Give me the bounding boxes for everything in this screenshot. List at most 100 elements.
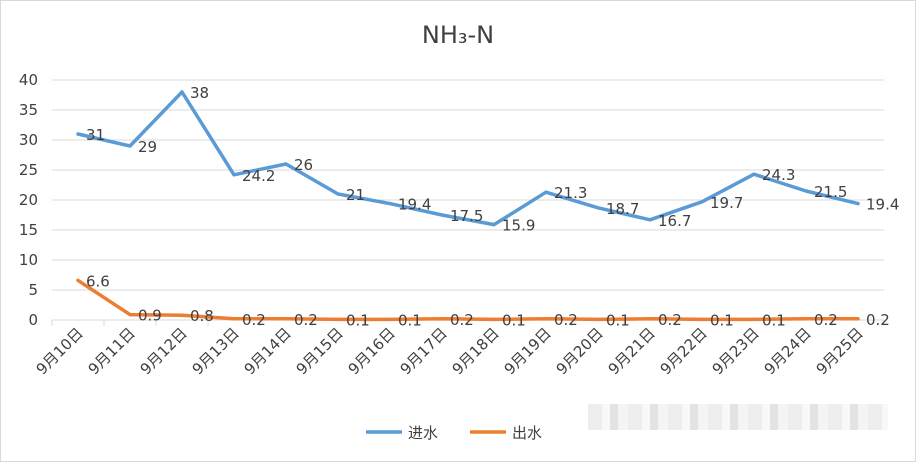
y-tick-label: 15 bbox=[19, 221, 38, 239]
data-label: 0.1 bbox=[398, 311, 422, 329]
data-point bbox=[284, 317, 288, 321]
gridlines bbox=[52, 79, 884, 321]
x-tick-label: 9月17日 bbox=[397, 324, 451, 378]
data-point bbox=[492, 317, 496, 321]
x-tick-label: 9月12日 bbox=[137, 324, 191, 378]
data-label: 0.1 bbox=[346, 311, 370, 329]
data-label: 0.2 bbox=[554, 311, 578, 329]
data-point bbox=[856, 317, 860, 321]
data-point bbox=[180, 90, 184, 94]
blurred-watermark bbox=[588, 404, 888, 430]
data-label: 0.1 bbox=[606, 311, 630, 329]
data-point bbox=[752, 317, 756, 321]
x-tick-label: 9月11日 bbox=[85, 324, 139, 378]
data-label: 24.2 bbox=[242, 167, 275, 185]
data-point bbox=[544, 190, 548, 194]
y-tick-label: 35 bbox=[19, 101, 38, 119]
data-label: 0.8 bbox=[190, 307, 214, 325]
data-label: 0.1 bbox=[710, 311, 734, 329]
data-point bbox=[180, 313, 184, 317]
data-label: 0.2 bbox=[294, 311, 318, 329]
series-line bbox=[76, 278, 860, 322]
x-tick-label: 9月10日 bbox=[33, 324, 87, 378]
x-tick-label: 9月14日 bbox=[241, 324, 295, 378]
data-point bbox=[388, 202, 392, 206]
data-point bbox=[856, 202, 860, 206]
data-label: 19.4 bbox=[866, 196, 899, 214]
data-point bbox=[128, 313, 132, 317]
data-label: 0.1 bbox=[502, 311, 526, 329]
data-label: 15.9 bbox=[502, 217, 535, 235]
x-tick-label: 9月22日 bbox=[657, 324, 711, 378]
data-label: 18.7 bbox=[606, 200, 639, 218]
data-label: 16.7 bbox=[658, 212, 691, 230]
data-label: 6.6 bbox=[86, 272, 110, 290]
data-label: 38 bbox=[190, 84, 209, 102]
y-tick-label: 25 bbox=[19, 161, 38, 179]
legend-label: 出水 bbox=[512, 424, 542, 442]
data-label: 0.2 bbox=[814, 311, 838, 329]
data-point bbox=[232, 317, 236, 321]
data-point bbox=[128, 144, 132, 148]
x-tick-label: 9月23日 bbox=[709, 324, 763, 378]
data-label: 29 bbox=[138, 138, 157, 156]
data-label: 0.2 bbox=[658, 311, 682, 329]
data-label: 0.2 bbox=[450, 311, 474, 329]
y-tick-label: 5 bbox=[28, 281, 38, 299]
data-label: 19.7 bbox=[710, 194, 743, 212]
data-point bbox=[336, 192, 340, 196]
x-tick-label: 9月21日 bbox=[605, 324, 659, 378]
data-point bbox=[700, 200, 704, 204]
chart-title: NH₃-N bbox=[422, 21, 494, 49]
data-point bbox=[492, 223, 496, 227]
data-label: 17.5 bbox=[450, 207, 483, 225]
data-point bbox=[648, 218, 652, 222]
x-tick-label: 9月20日 bbox=[553, 324, 607, 378]
x-tick-label: 9月15日 bbox=[293, 324, 347, 378]
series-lines bbox=[76, 90, 860, 322]
data-point bbox=[336, 317, 340, 321]
data-labels: 31 29 38 24.2 26 21 19.4 17.5 15.9 21.3 18.7 16.7 19… bbox=[86, 84, 899, 329]
data-point bbox=[76, 278, 80, 282]
data-point bbox=[388, 317, 392, 321]
data-label: 0.9 bbox=[138, 307, 162, 325]
data-point bbox=[804, 317, 808, 321]
data-label: 19.4 bbox=[398, 196, 431, 214]
series-line bbox=[76, 90, 860, 227]
data-point bbox=[284, 162, 288, 166]
data-point bbox=[596, 206, 600, 210]
data-point bbox=[752, 172, 756, 176]
data-point bbox=[596, 317, 600, 321]
data-point bbox=[544, 317, 548, 321]
data-point bbox=[700, 317, 704, 321]
data-point bbox=[648, 317, 652, 321]
x-tick-label: 9月19日 bbox=[501, 324, 555, 378]
y-tick-label: 10 bbox=[19, 251, 38, 269]
x-tick-label: 9月24日 bbox=[761, 324, 815, 378]
data-point bbox=[440, 213, 444, 217]
legend-label: 进水 bbox=[408, 424, 438, 442]
y-tick-label: 20 bbox=[19, 191, 38, 209]
data-point bbox=[804, 189, 808, 193]
y-tick-label: 30 bbox=[19, 131, 38, 149]
data-label: 0.2 bbox=[242, 311, 266, 329]
data-label: 24.3 bbox=[762, 166, 795, 184]
data-point bbox=[232, 173, 236, 177]
x-tick-label: 9月16日 bbox=[345, 324, 399, 378]
legend: 进水 出水 bbox=[366, 424, 542, 442]
x-tick-label: 9月13日 bbox=[189, 324, 243, 378]
y-tick-label: 40 bbox=[19, 71, 38, 89]
y-axis: 0 5 10 15 20 25 30 35 40 bbox=[19, 71, 38, 329]
data-label: 21 bbox=[346, 186, 365, 204]
data-label: 21.3 bbox=[554, 184, 587, 202]
x-tick-label: 9月25日 bbox=[813, 324, 867, 378]
data-label: 31 bbox=[86, 126, 105, 144]
data-label: 0.2 bbox=[866, 311, 890, 329]
data-label: 21.5 bbox=[814, 183, 847, 201]
data-label: 0.1 bbox=[762, 311, 786, 329]
data-point bbox=[76, 132, 80, 136]
y-tick-label: 0 bbox=[28, 311, 38, 329]
data-label: 26 bbox=[294, 156, 313, 174]
